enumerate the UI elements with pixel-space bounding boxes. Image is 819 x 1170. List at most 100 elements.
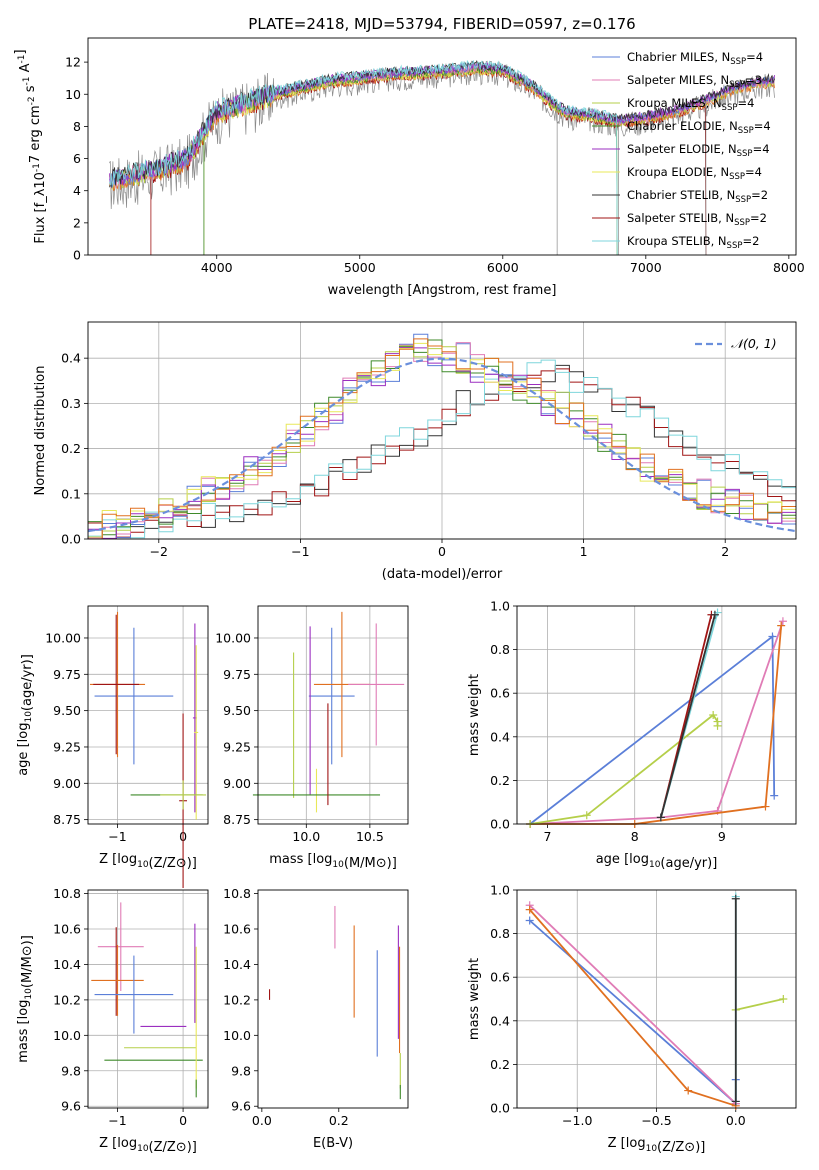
label-part: mass [	[269, 852, 312, 867]
x-tick-label: 7000	[630, 260, 662, 275]
y-tick-label: 10.4	[223, 957, 251, 972]
y-tick-label: 9.6	[61, 1099, 81, 1114]
panel-mass_vs_Z: −1 09.69.810.010.210.410.610.8Z [log10(Z/…	[16, 886, 209, 1155]
label-part: age [	[596, 852, 629, 867]
x-axis-label: age [log10(age/yr)]	[596, 852, 718, 871]
x-axis-label: Z [log10(Z/Z⊙)]	[99, 852, 197, 871]
legend-entry: Chabrier ELODIE, NSSP=4	[627, 119, 771, 136]
panel-age_vs_mass: 10.0 10.5 8.75 9.00 9.25 9.50 9.75 10.00 mass [l…	[215, 605, 409, 871]
data-marker	[656, 813, 665, 822]
panel-residuals: −2 −1 0 1 2 0.0 0.1 0.2 0.3 0.4 (data-model)/error…	[33, 321, 797, 582]
series-line-chabrier_miles	[529, 919, 737, 1106]
legend-sub: SSP	[729, 80, 745, 90]
x-axis-label: Z [log10(Z/Z⊙)]	[608, 1136, 706, 1155]
label-part: 10	[24, 711, 34, 723]
label-part: 10	[24, 988, 34, 1000]
series-line-chabrier_stelib	[660, 614, 716, 818]
y-tick-label: 10.2	[223, 992, 251, 1007]
x-tick-label: 0.2	[329, 1113, 349, 1128]
y-tick-label: 6	[73, 151, 81, 166]
y-tick-label: 0.8	[490, 642, 510, 657]
label-part: log	[313, 852, 333, 867]
series-line-chabrier_miles	[529, 634, 776, 825]
y-tick-label: 8.75	[53, 812, 81, 827]
y-tick-label: 9.8	[231, 1063, 251, 1078]
y-tick-label: 0.0	[490, 817, 510, 832]
legend-sub: SSP	[727, 241, 743, 251]
x-tick-label: −2	[150, 544, 168, 559]
legend-entry: Salpeter MILES, NSSP=3	[627, 73, 762, 90]
y-tick-label: 10.0	[223, 1028, 251, 1043]
x-axis-label: (data-model)/error	[382, 567, 503, 582]
label-part: 10	[646, 1144, 658, 1154]
legend-sub: SSP	[722, 103, 738, 113]
x-tick-label: 0.0	[252, 1113, 272, 1128]
y-tick-label: 0	[73, 248, 81, 263]
legend-label: 𝒩(0, 1)	[731, 336, 777, 351]
legend-sub: SSP	[738, 126, 754, 136]
legend-label: Chabrier MILES, N	[627, 50, 730, 64]
data-marker	[710, 610, 719, 619]
y-axis-label: mass [log10(M/M⊙)]	[16, 935, 35, 1063]
y-axis-label: age [log10(age/yr)]	[16, 654, 35, 776]
legend-sub: SSP	[737, 149, 753, 159]
x-tick-label: 5000	[344, 260, 376, 275]
y-tick-label: 9.50	[223, 703, 251, 718]
series-line-salpeter_miles	[529, 904, 737, 1105]
label-part: log	[16, 1000, 31, 1020]
label-part: -1	[32, 163, 42, 172]
label-part: E(B-V)	[313, 1136, 353, 1151]
x-tick-label: 4000	[201, 260, 233, 275]
y-tick-label: 0.0	[61, 532, 81, 547]
legend-value: =4	[746, 50, 763, 64]
y-tick-label: 10.6	[223, 921, 251, 936]
y-tick-label: 9.00	[53, 776, 81, 791]
y-tick-label: 9.50	[53, 703, 81, 718]
series-line-kroupa_miles	[529, 713, 719, 825]
legend-entry: Kroupa ELODIE, NSSP=4	[627, 165, 762, 182]
label-part: Normed distribution	[33, 366, 48, 496]
label-part: -1	[17, 54, 27, 63]
x-tick-label: −1	[108, 829, 126, 844]
panel-mass_weight_vs_age: 7 8 9 0.0 0.2 0.4 0.6 0.8 1.0 age [log10(age/yr)]…	[467, 599, 797, 871]
label-part: 10	[332, 860, 344, 870]
y-tick-label: 2	[73, 215, 81, 230]
legend-value: =4	[754, 119, 771, 133]
label-part: Z [	[99, 1136, 117, 1151]
series-line-salpeter_miles	[530, 621, 784, 825]
label-part: log	[626, 1136, 646, 1151]
label-part: (Z/Z⊙)]	[149, 856, 197, 871]
histograms	[88, 333, 796, 539]
legend-label: Salpeter MILES, N	[627, 73, 729, 87]
axes-frame	[87, 605, 209, 825]
spectrum-kroupa_stelib	[109, 59, 618, 255]
figure-title: PLATE=2418, MJD=53794, FIBERID=0597, z=0…	[248, 15, 635, 33]
y-tick-label: 10.2	[53, 992, 81, 1007]
y-tick-label: 0.6	[490, 970, 510, 985]
x-axis-label: E(B-V)	[313, 1136, 353, 1151]
x-tick-label: −1	[291, 544, 309, 559]
axes-frame	[87, 321, 797, 540]
spectrum-lines	[109, 59, 775, 255]
legend-label: Salpeter ELODIE, N	[627, 142, 737, 156]
data-marker	[779, 995, 788, 1003]
legend-value: =2	[751, 188, 768, 202]
y-tick-label: 9.8	[61, 1063, 81, 1078]
y-tick-label: 0.4	[490, 1013, 510, 1028]
y-axis-label: Flux [f_λ10-17 erg cm-2 s-1 A-1]	[13, 49, 48, 243]
panel-mass_vs_ebv: 0.0 0.2 9.6 9.8 10.0 10.2 10.4 10.6 10.8 E(B-V)	[223, 886, 409, 1151]
label-part: Z [	[608, 1136, 626, 1151]
x-axis-label: Z [log10(Z/Z⊙)]	[99, 1136, 197, 1155]
series-line-kroupa_miles	[735, 998, 784, 1011]
legend-sub: SSP	[730, 57, 746, 67]
legend-entry: Salpeter ELODIE, NSSP=4	[627, 142, 770, 159]
y-tick-label: 9.00	[223, 776, 251, 791]
x-tick-label: −1.0	[562, 1113, 592, 1128]
label-part: wavelength [Angstrom, rest frame]	[328, 283, 557, 298]
label-part: (M/M⊙)]	[20, 935, 35, 988]
legend-entry: Chabrier STELIB, NSSP=2	[627, 188, 768, 205]
label-part: (age/yr)]	[20, 654, 35, 711]
y-tick-label: 0.4	[61, 351, 81, 366]
